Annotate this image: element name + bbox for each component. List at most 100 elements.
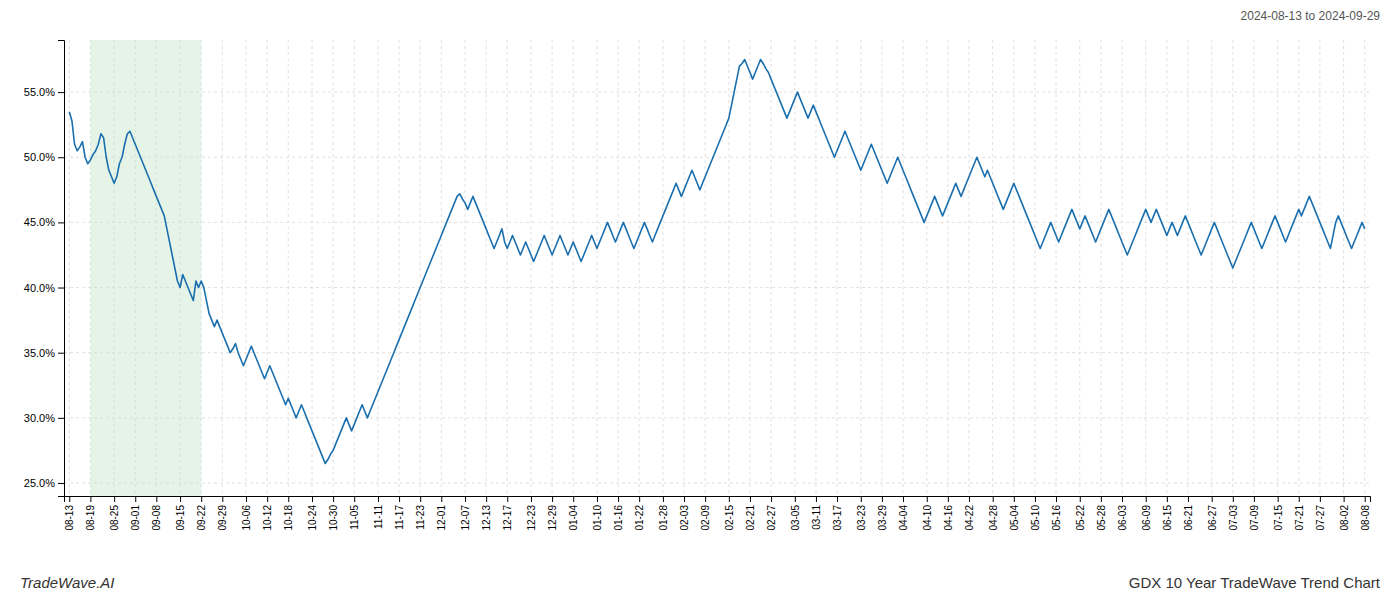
x-tick-mark	[1080, 496, 1081, 502]
x-tick-label: 09-22	[196, 505, 207, 531]
y-tick-label: 45.0%	[24, 216, 55, 228]
x-tick: 02-27	[766, 496, 777, 531]
x-tick-label: 01-16	[613, 505, 624, 531]
grid-line-x	[1145, 40, 1146, 496]
x-tick-mark	[1122, 496, 1123, 502]
x-tick: 06-27	[1207, 496, 1218, 531]
x-tick: 08-19	[85, 496, 96, 531]
x-tick: 08-02	[1339, 496, 1350, 531]
x-tick-mark	[69, 496, 70, 502]
x-tick-mark	[816, 496, 817, 502]
x-tick-label: 07-03	[1228, 505, 1239, 531]
x-axis: 08-1308-1908-2509-0109-0809-1509-2209-29…	[64, 496, 1370, 531]
y-tick: 55.0%	[24, 86, 64, 98]
y-tick-label: 40.0%	[24, 282, 55, 294]
x-tick: 11-05	[349, 496, 360, 530]
x-tick: 06-15	[1162, 496, 1173, 531]
x-tick-label: 12-01	[436, 505, 447, 531]
x-tick-mark	[114, 496, 115, 502]
x-tick-mark	[684, 496, 685, 502]
x-tick: 07-27	[1315, 496, 1326, 531]
x-tick-mark	[378, 496, 379, 502]
y-axis-line	[58, 41, 65, 497]
y-tick-mark	[58, 353, 64, 354]
x-tick-mark	[1233, 496, 1234, 502]
grid-line-x	[441, 40, 442, 496]
x-tick: 01-22	[634, 496, 645, 531]
x-tick: 07-09	[1249, 496, 1260, 531]
grid-line-x	[507, 40, 508, 496]
x-tick-mark	[1212, 496, 1213, 502]
x-tick: 10-06	[241, 496, 252, 531]
x-tick: 09-15	[175, 496, 186, 531]
grid-line-x	[728, 40, 729, 496]
y-tick-mark	[58, 157, 64, 158]
x-tick-label: 12-29	[547, 505, 558, 531]
grid	[64, 40, 1370, 496]
x-tick: 03-17	[832, 496, 843, 531]
x-tick-mark	[441, 496, 442, 502]
x-tick-label: 08-02	[1339, 505, 1350, 531]
x-tick: 07-21	[1294, 496, 1305, 531]
x-tick-label: 08-25	[109, 505, 120, 531]
x-tick-mark	[618, 496, 619, 502]
grid-line-x	[903, 40, 904, 496]
x-axis-line	[65, 497, 1371, 503]
x-tick: 07-15	[1273, 496, 1284, 531]
x-tick: 12-23	[526, 496, 537, 531]
x-tick-label: 02-03	[679, 505, 690, 531]
x-tick: 04-04	[898, 496, 909, 531]
x-tick: 10-12	[262, 496, 273, 531]
x-tick-label: 09-29	[217, 505, 228, 531]
x-tick-label: 03-23	[856, 505, 867, 531]
x-tick-label: 10-18	[283, 505, 294, 531]
x-tick-mark	[771, 496, 772, 502]
x-tick-mark	[882, 496, 883, 502]
y-tick-mark	[58, 483, 64, 484]
y-tick: 50.0%	[24, 151, 64, 163]
x-tick-label: 12-23	[526, 505, 537, 531]
y-tick-label: 30.0%	[24, 412, 55, 424]
x-tick-mark	[465, 496, 466, 502]
x-tick-mark	[948, 496, 949, 502]
x-tick-label: 08-19	[85, 505, 96, 531]
x-tick-label: 09-01	[130, 505, 141, 531]
grid-line-x	[377, 40, 378, 496]
x-tick-mark	[156, 496, 157, 502]
grid-line-x	[1319, 40, 1320, 496]
x-tick-label: 02-21	[745, 505, 756, 531]
x-tick-mark	[1320, 496, 1321, 502]
x-tick: 04-28	[988, 496, 999, 531]
plot-area	[69, 40, 1364, 496]
x-tick: 01-10	[592, 496, 603, 531]
x-tick-mark	[399, 496, 400, 502]
x-tick: 11-11	[373, 496, 384, 529]
x-tick: 11-23	[415, 496, 426, 530]
x-tick-label: 03-05	[790, 505, 801, 531]
x-tick-label: 03-29	[877, 505, 888, 531]
grid-line-x	[1253, 40, 1254, 496]
x-tick-label: 10-24	[307, 505, 318, 531]
x-tick-label: 06-03	[1117, 505, 1128, 531]
x-tick-mark	[288, 496, 289, 502]
x-tick-label: 12-17	[502, 505, 513, 531]
series-line	[69, 60, 1364, 464]
x-tick: 03-11	[811, 496, 822, 530]
x-tick-mark	[1014, 496, 1015, 502]
y-tick: 40.0%	[24, 282, 64, 294]
x-tick-mark	[354, 496, 355, 502]
x-tick-label: 02-15	[724, 505, 735, 531]
grid-line-x	[1343, 40, 1344, 496]
x-tick-label: 11-11	[373, 505, 384, 530]
x-tick-mark	[267, 496, 268, 502]
x-tick-mark	[1101, 496, 1102, 502]
x-tick-mark	[507, 496, 508, 502]
x-tick-label: 10-06	[241, 505, 252, 531]
x-tick-mark	[1188, 496, 1189, 502]
x-tick-label: 08-13	[64, 505, 75, 531]
y-tick-mark	[58, 92, 64, 93]
x-tick-mark	[1167, 496, 1168, 502]
grid-line-x	[573, 40, 574, 496]
x-tick: 05-10	[1030, 496, 1041, 531]
grid-line-x	[465, 40, 466, 496]
